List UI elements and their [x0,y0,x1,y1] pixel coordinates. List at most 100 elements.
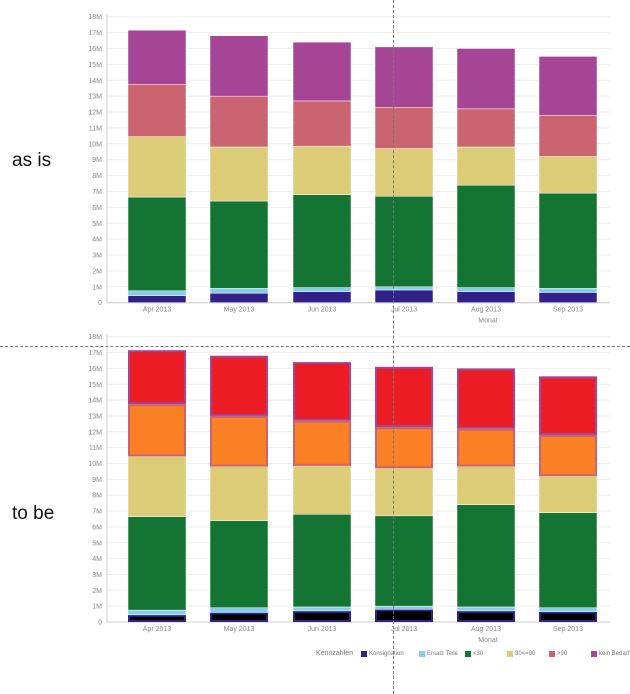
bar-segment--90-jun-2013 [292,100,352,147]
legend-swatch [506,650,513,657]
y-tick-label: 15M [88,382,102,389]
legend-item-gt90[interactable]: >90 [548,650,591,657]
y-tick-label: 10M [88,141,102,148]
y-tick-label: 8M [92,493,102,500]
y-tick-label: 16M [88,46,102,53]
x-tick-label: Jul 2013 [391,307,418,314]
y-tick-label: 5M [92,221,102,228]
bar-segment-konsignation-jun-2013 [293,610,351,623]
x-axis-title: Monat [478,637,498,644]
x-tick-label: Apr 2013 [143,307,172,314]
legend-swatch [548,650,555,657]
horizontal-guide-line [0,346,630,347]
bar-segment-30-90-apr-2013 [127,456,187,517]
bar-segment--90-apr-2013 [128,404,186,457]
bar-segment-ersatz-teile-jun-2013 [292,606,352,612]
bar-segment--90-aug-2013 [456,108,516,148]
bar-segment--30-sep-2013 [538,512,598,608]
bar-segment-30-90-apr-2013 [127,136,187,198]
bar-segment-konsignation-aug-2013 [457,610,515,623]
to-be-chart: 0 1M 2M 3M 4M 5M 6M 7M 8M 9M 10M 11M 12M 13M 14M 15M 16M… [88,333,610,644]
bar-segment-konsignation-may-2013 [210,612,268,622]
y-tick-label: 0 [98,620,102,627]
y-tick-label: 18M [88,334,102,341]
legend-item-kein-bedarf[interactable]: kein Bedarf [590,650,629,657]
bar-segment-30-90-sep-2013 [538,156,598,194]
bar-segment-konsignation-may-2013 [209,292,269,303]
bar-segment-30-90-aug-2013 [456,146,516,186]
y-tick-label: 10M [88,461,102,468]
legend-title: Kennzahlen [316,650,353,657]
y-tick-label: 12M [88,429,102,436]
y-tick-label: 14M [88,398,102,405]
bar-segment-kein-bedarf-jun-2013 [293,362,351,421]
bar-segment--90-jul-2013 [375,427,433,469]
y-tick-label: 4M [92,556,102,563]
bar-segment-ersatz-teile-sep-2013 [538,288,598,293]
y-tick-label: 13M [88,413,102,420]
bar-segment-kein-bedarf-aug-2013 [456,48,516,110]
as-is-label: as is [12,150,52,171]
bar-segment-30-90-jun-2013 [292,465,352,515]
bar-segment-konsignation-aug-2013 [456,291,516,303]
bar-segment-ersatz-teile-sep-2013 [538,607,598,612]
bar-segment-ersatz-teile-jun-2013 [292,287,352,292]
y-tick-label: 2M [92,268,102,275]
bar-segment-kein-bedarf-may-2013 [209,35,269,97]
bar-segment--90-sep-2013 [539,434,597,477]
y-tick-label: 7M [92,189,102,196]
x-tick-label: Jun 2013 [308,626,337,633]
legend-item-konsignation[interactable]: Konsignation [360,650,419,657]
legend-item-30-90[interactable]: 30<=90 [506,650,549,657]
bar-segment-konsignation-jul-2013 [375,609,433,623]
bar-segment-ersatz-teile-jul-2013 [374,605,434,610]
bar-segment-kein-bedarf-sep-2013 [538,56,598,116]
x-tick-label: Jun 2013 [308,307,337,314]
y-tick-label: 1M [92,284,102,291]
vertical-guide-line [393,0,394,694]
legend-swatch [590,650,597,657]
bar-segment-kein-bedarf-jun-2013 [292,41,352,102]
bar-segment-30-90-jul-2013 [374,468,434,517]
bar-segment--90-jul-2013 [374,107,434,149]
bar-segment--90-jun-2013 [293,420,351,466]
y-tick-label: 5M [92,540,102,547]
y-tick-label: 15M [88,62,102,69]
as-is-chart: 0 1M 2M 3M 4M 5M 6M 7M 8M 9M 10M 11M 12M 13M 14M 15M 16M… [88,13,610,325]
legend-item-lt30[interactable]: <30 [464,650,507,657]
bar-segment-kein-bedarf-jul-2013 [374,46,434,108]
bar-segment-kein-bedarf-may-2013 [210,355,268,416]
y-tick-label: 6M [92,205,102,212]
bar-segment-konsignation-sep-2013 [539,611,597,623]
y-tick-label: 2M [92,588,102,595]
to-be-label: to be [12,503,55,524]
bar-segment-ersatz-teile-aug-2013 [456,287,516,292]
bar-segment--90-may-2013 [210,415,268,467]
y-tick-label: 13M [88,94,102,101]
bar-segment-ersatz-teile-jul-2013 [374,286,434,291]
x-tick-label: Apr 2013 [143,626,172,633]
legend: Kennzahlen Konsignation Ersatz Teile <30… [316,650,629,657]
x-tick-label: Aug 2013 [471,307,501,314]
bar-segment--30-jul-2013 [374,195,434,288]
y-tick-label: 11M [89,445,102,452]
legend-item-ersatz-teile[interactable]: Ersatz Teile [418,650,465,657]
y-tick-label: 16M [88,366,102,373]
bar-segment-konsignation-sep-2013 [538,292,598,303]
bar-segment-konsignation-jul-2013 [374,289,434,303]
bar-segment-30-90-may-2013 [209,146,269,202]
y-tick-label: 3M [92,572,102,579]
bar-segment--90-aug-2013 [457,428,515,467]
y-tick-label: 3M [92,253,102,260]
y-tick-label: 9M [92,477,102,484]
bar-segment-ersatz-teile-apr-2013 [127,290,187,296]
y-tick-label: 9M [92,157,102,164]
y-tick-label: 18M [88,14,102,21]
bar-segment--30-jun-2013 [292,194,352,288]
y-tick-label: 8M [92,173,102,180]
y-tick-label: 1M [92,604,102,611]
x-tick-label: Sep 2013 [553,307,583,314]
bar-segment-ersatz-teile-aug-2013 [456,606,516,612]
bar-segment-kein-bedarf-apr-2013 [128,350,186,405]
legend-swatch [360,650,367,657]
